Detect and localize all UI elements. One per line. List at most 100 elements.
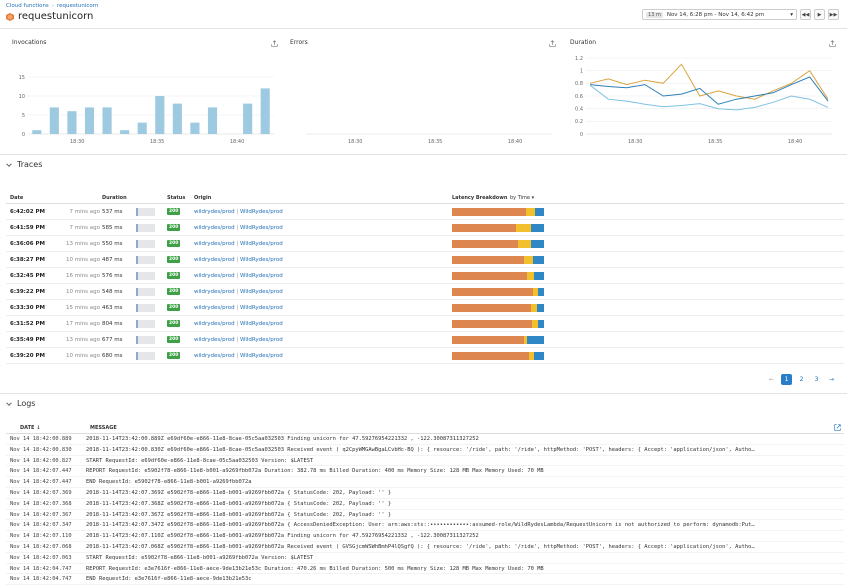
log-row[interactable]: Nov 14 18:42:00.889 2018-11-14T23:42:00.…	[6, 434, 844, 445]
trace-origin: wildrydes/prod | WildRydes/prod	[194, 257, 283, 263]
export-icon[interactable]	[549, 40, 556, 47]
origin-link[interactable]: wildrydes/prod	[194, 209, 235, 215]
origin-link[interactable]: WildRydes/prod	[240, 257, 283, 263]
log-message: 2018-11-14T23:42:07.369Z e5902f78-e866-1…	[86, 489, 392, 496]
origin-link[interactable]: WildRydes/prod	[240, 241, 283, 247]
origin-link[interactable]: WildRydes/prod	[240, 305, 283, 311]
trace-row[interactable]: 6:36:06 PM 13 mins ago 550 ms 200 wildry…	[6, 236, 844, 252]
log-row[interactable]: Nov 14 18:42:07.063 START RequestId: e59…	[6, 553, 844, 564]
log-row[interactable]: Nov 14 18:42:04.747 REPORT RequestId: e3…	[6, 564, 844, 575]
latency-breakdown-bar[interactable]	[452, 256, 544, 264]
log-row[interactable]: Nov 14 18:42:07.369 2018-11-14T23:42:07.…	[6, 488, 844, 499]
origin-link[interactable]: wildrydes/prod	[194, 305, 235, 311]
logs-table-header: DATE ↓ MESSAGE	[6, 421, 844, 434]
trace-row[interactable]: 6:41:59 PM 7 mins ago 585 ms 200 wildryd…	[6, 220, 844, 236]
duration-series-line	[589, 63, 829, 100]
column-date[interactable]: Date	[10, 195, 24, 201]
latency-segment	[529, 352, 534, 360]
y-tick-label: 0.8	[575, 81, 583, 87]
x-tick-label: 18:40	[508, 139, 522, 145]
latency-segment	[533, 272, 544, 280]
latency-breakdown-bar[interactable]	[452, 288, 544, 296]
latency-segment	[452, 288, 533, 296]
log-row[interactable]: Nov 14 18:42:07.447 REPORT RequestId: e5…	[6, 466, 844, 478]
log-date: Nov 14 18:42:07.447	[10, 479, 72, 486]
origin-link[interactable]: WildRydes/prod	[240, 353, 283, 359]
log-row[interactable]: Nov 14 18:42:00.830 2018-11-14T23:42:00.…	[6, 445, 844, 456]
time-range-value: Nov 14, 6:28 pm - Nov 14, 6:42 pm	[666, 11, 765, 18]
trace-row[interactable]: 6:31:52 PM 17 mins ago 804 ms 200 wildry…	[6, 316, 844, 332]
origin-link[interactable]: WildRydes/prod	[240, 337, 283, 343]
latency-breakdown-bar[interactable]	[452, 336, 544, 344]
trace-row[interactable]: 6:38:27 PM 10 mins ago 487 ms 200 wildry…	[6, 252, 844, 268]
time-range-picker[interactable]: 13 m Nov 14, 6:28 pm - Nov 14, 6:42 pm ▾	[642, 9, 797, 20]
trace-date: 6:39:22 PM	[10, 289, 45, 295]
latency-segment	[531, 224, 544, 232]
latency-breakdown-bar[interactable]	[452, 272, 544, 280]
page-1-button[interactable]: 1	[781, 374, 792, 385]
trace-row[interactable]: 6:33:30 PM 15 mins ago 463 ms 200 wildry…	[6, 300, 844, 316]
x-tick-label: 18:30	[348, 139, 362, 145]
column-status[interactable]: Status	[167, 195, 186, 201]
column-origin[interactable]: Origin	[194, 195, 212, 201]
origin-link[interactable]: wildrydes/prod	[194, 225, 235, 231]
origin-separator: |	[236, 305, 239, 311]
latency-breakdown-bar[interactable]	[452, 240, 544, 248]
trace-row[interactable]: 6:32:45 PM 16 mins ago 576 ms 200 wildry…	[6, 268, 844, 284]
log-row[interactable]: Nov 14 18:42:07.367 2018-11-14T23:42:07.…	[6, 510, 844, 521]
external-link-icon[interactable]	[834, 424, 841, 431]
trace-row[interactable]: 6:39:22 PM 10 mins ago 548 ms 200 wildry…	[6, 284, 844, 300]
page-2-button[interactable]: 2	[799, 376, 804, 383]
trace-row[interactable]: 6:42:02 PM 7 mins ago 537 ms 200 wildryd…	[6, 204, 844, 220]
next-page-button[interactable]: →	[828, 376, 835, 383]
origin-link[interactable]: wildrydes/prod	[194, 321, 235, 327]
log-row[interactable]: Nov 14 18:42:07.347 2018-11-14T23:42:07.…	[6, 520, 844, 532]
page-3-button[interactable]: 3	[814, 376, 819, 383]
log-row[interactable]: Nov 14 18:42:07.447 END RequestId: e5902…	[6, 477, 844, 488]
trace-row[interactable]: 6:35:49 PM 13 mins ago 677 ms 200 wildry…	[6, 332, 844, 348]
origin-link[interactable]: wildrydes/prod	[194, 241, 235, 247]
latency-breakdown-bar[interactable]	[452, 208, 544, 216]
origin-link[interactable]: WildRydes/prod	[240, 273, 283, 279]
latency-segment	[452, 256, 524, 264]
prev-page-button[interactable]: ←	[768, 376, 775, 383]
origin-link[interactable]: wildrydes/prod	[194, 273, 235, 279]
breadcrumb-cloud-functions[interactable]: Cloud functions	[6, 3, 49, 9]
trace-duration-bar	[136, 224, 155, 232]
latency-sort-select[interactable]: by Time ▾	[510, 195, 534, 201]
origin-link[interactable]: wildrydes/prod	[194, 289, 235, 295]
trace-row[interactable]: 6:39:20 PM 10 mins ago 680 ms 200 wildry…	[6, 348, 844, 364]
log-row[interactable]: Nov 14 18:42:07.368 2018-11-14T23:42:07.…	[6, 499, 844, 510]
invocation-bar	[190, 122, 200, 134]
latency-segment	[527, 336, 544, 344]
origin-link[interactable]: WildRydes/prod	[240, 289, 283, 295]
traces-section-toggle[interactable]: Traces	[6, 160, 42, 169]
latency-breakdown-bar[interactable]	[452, 352, 544, 360]
latency-breakdown-bar[interactable]	[452, 304, 544, 312]
origin-link[interactable]: WildRydes/prod	[240, 209, 283, 215]
latency-breakdown-bar[interactable]	[452, 224, 544, 232]
origin-link[interactable]: wildrydes/prod	[194, 257, 235, 263]
log-row[interactable]: Nov 14 18:42:07.110 2018-11-14T23:42:07.…	[6, 531, 844, 542]
log-row[interactable]: Nov 14 18:42:07.068 2018-11-14T23:42:07.…	[6, 542, 844, 553]
origin-link[interactable]: WildRydes/prod	[240, 321, 283, 327]
log-rows: Nov 14 18:42:00.889 2018-11-14T23:42:00.…	[6, 434, 844, 586]
origin-link[interactable]: wildrydes/prod	[194, 353, 235, 359]
log-row[interactable]: Nov 14 18:42:04.747 END RequestId: e3e76…	[6, 574, 844, 586]
export-icon[interactable]	[271, 40, 278, 47]
column-log-date[interactable]: DATE ↓	[20, 425, 41, 431]
latency-breakdown-bar[interactable]	[452, 320, 544, 328]
step-forward-button[interactable]: ▶▶	[828, 9, 839, 20]
origin-link[interactable]: WildRydes/prod	[240, 225, 283, 231]
breadcrumb-current[interactable]: requestunicorn	[57, 3, 99, 9]
latency-segment	[452, 208, 526, 216]
step-back-button[interactable]: ◀◀	[800, 9, 811, 20]
origin-separator: |	[236, 337, 239, 343]
export-icon[interactable]	[829, 40, 836, 47]
play-button[interactable]: ▶	[814, 9, 825, 20]
origin-link[interactable]: wildrydes/prod	[194, 337, 235, 343]
logs-section-toggle[interactable]: Logs	[6, 399, 35, 408]
column-duration[interactable]: Duration	[102, 195, 127, 201]
log-row[interactable]: Nov 14 18:42:00.827 START RequestId: e69…	[6, 456, 844, 467]
trace-duration-bar	[136, 352, 155, 360]
